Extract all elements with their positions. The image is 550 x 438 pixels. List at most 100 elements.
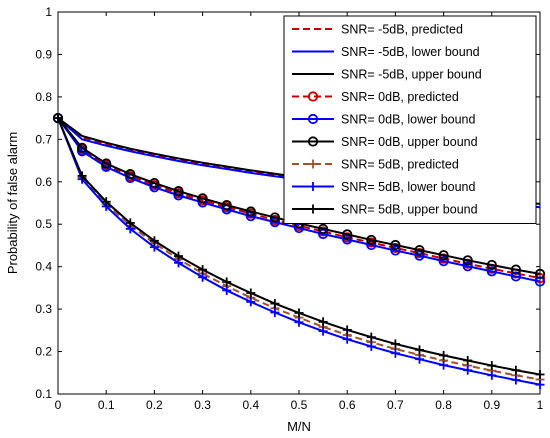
- data-point: [270, 308, 280, 318]
- data-point: [318, 326, 328, 336]
- legend-item: SNR= 5dB, lower bound: [292, 180, 476, 194]
- legend-marker: [308, 182, 318, 191]
- data-point: [487, 361, 497, 371]
- data-point: [222, 277, 232, 287]
- x-tick-label: 0.4: [242, 398, 259, 412]
- data-point: [463, 365, 473, 375]
- data-point: [198, 265, 208, 275]
- data-point: [534, 268, 546, 279]
- x-tick-label: 0: [55, 398, 62, 412]
- data-point: [125, 169, 136, 180]
- data-point: [462, 261, 473, 272]
- data-point: [366, 234, 377, 246]
- y-tick-label: 0.3: [35, 302, 52, 316]
- data-point: [270, 299, 280, 309]
- legend-label: SNR= 0dB, upper bound: [341, 135, 478, 149]
- x-tick-label: 0.7: [387, 398, 404, 412]
- data-point: [415, 345, 424, 355]
- data-point: [149, 236, 159, 246]
- series-8: [53, 113, 545, 390]
- legend-item: SNR= -5dB, predicted: [292, 23, 463, 37]
- legend-label: SNR= 5dB, upper bound: [341, 203, 478, 217]
- x-tick-label: 0.9: [483, 398, 500, 412]
- y-tick-label: 0.1: [35, 387, 52, 401]
- data-point: [342, 229, 353, 240]
- data-point: [487, 370, 497, 380]
- data-point: [390, 339, 400, 349]
- legend: SNR= -5dB, predicted SNR= -5dB, lower bou…: [283, 15, 537, 224]
- data-point: [534, 273, 546, 284]
- legend-item: SNR= 0dB, predicted: [292, 90, 459, 104]
- data-point: [77, 142, 88, 153]
- legend-marker: [307, 136, 319, 147]
- legend-item: SNR= -5dB, lower bound: [292, 45, 480, 59]
- y-axis-label: Probability of false alarm: [5, 132, 20, 274]
- data-point: [173, 186, 184, 197]
- x-tick-label: 1: [537, 398, 544, 412]
- y-tick-label: 0.5: [35, 217, 52, 231]
- data-point: [221, 200, 232, 211]
- legend-marker: [308, 204, 318, 214]
- legend-label: SNR= 5dB, lower bound: [341, 180, 476, 194]
- data-point: [390, 239, 401, 251]
- data-point: [535, 380, 545, 390]
- legend-item: SNR= 5dB, predicted: [292, 158, 459, 172]
- data-point: [511, 365, 521, 375]
- legend-marker: [307, 91, 319, 102]
- data-point: [174, 251, 183, 261]
- legend-label: SNR= -5dB, predicted: [341, 23, 463, 37]
- data-point: [414, 245, 425, 256]
- legend-item: SNR= 0dB, lower bound: [292, 113, 476, 127]
- legend-item: SNR= 0dB, upper bound: [292, 135, 478, 149]
- data-point: [511, 375, 521, 385]
- data-point: [438, 256, 449, 267]
- data-point: [390, 245, 401, 256]
- x-tick-label: 0.2: [146, 398, 163, 412]
- data-point: [486, 266, 497, 277]
- data-point: [439, 360, 449, 370]
- legend-item: SNR= -5dB, upper bound: [292, 68, 482, 82]
- data-point: [463, 355, 473, 365]
- x-tick-label: 0.6: [339, 398, 356, 412]
- data-point: [125, 218, 135, 228]
- data-point: [415, 354, 424, 364]
- legend-label: SNR= 0dB, predicted: [341, 90, 459, 104]
- legend-label: SNR= 0dB, lower bound: [341, 113, 476, 127]
- data-point: [318, 317, 328, 327]
- data-point: [438, 250, 449, 261]
- data-point: [317, 223, 329, 234]
- x-tick-label: 0.1: [98, 398, 115, 412]
- y-tick-label: 0.9: [35, 47, 52, 61]
- data-point: [510, 264, 522, 275]
- series-line: [57, 117, 541, 280]
- data-point: [486, 259, 497, 271]
- data-point: [222, 285, 232, 295]
- y-tick-label: 0.6: [35, 175, 52, 189]
- series-9: [53, 113, 545, 379]
- data-point: [149, 177, 160, 189]
- data-point: [366, 332, 376, 342]
- data-point: [77, 171, 87, 181]
- data-point: [269, 212, 280, 223]
- data-point: [342, 325, 352, 335]
- legend-marker: [307, 113, 319, 125]
- data-point: [53, 113, 63, 123]
- x-tick-label: 0.3: [194, 398, 211, 412]
- legend-label: SNR= -5dB, lower bound: [341, 45, 480, 59]
- legend-marker: [308, 159, 318, 169]
- y-tick-label: 0.7: [35, 132, 52, 146]
- legend-label: SNR= -5dB, upper bound: [341, 68, 482, 82]
- data-point: [439, 350, 449, 360]
- data-point: [198, 272, 208, 282]
- data-point: [294, 308, 304, 318]
- data-point: [366, 341, 376, 351]
- y-tick-label: 0.2: [35, 345, 52, 359]
- data-point: [101, 197, 111, 207]
- data-point: [390, 348, 400, 358]
- data-point: [294, 317, 304, 327]
- y-tick-label: 0.4: [35, 260, 52, 274]
- axis-ticks: 0 0.1 0.2 0.3 0.4 0.5 0.6 0.7 0.8 0.9 10.10.20.30.…: [35, 5, 543, 412]
- y-tick-label: 0.8: [35, 90, 52, 104]
- x-axis-label: M/N: [287, 419, 311, 434]
